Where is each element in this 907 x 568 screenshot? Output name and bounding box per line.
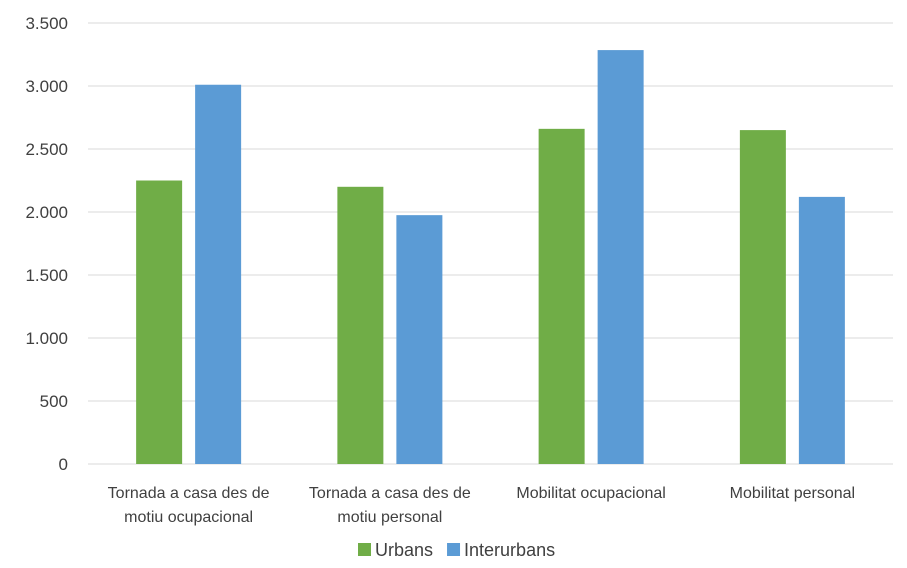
bar-interurbans-2 bbox=[597, 50, 644, 465]
x-category-label: motiu personal bbox=[337, 509, 442, 526]
bars bbox=[136, 50, 845, 465]
legend-label-urbans: Urbans bbox=[375, 540, 433, 560]
y-axis-ticks: 0 500 1.000 1.500 2.000 2.500 3.000 3.500 bbox=[25, 14, 68, 474]
x-axis-labels: Tornada a casa des de motiu ocupacional To… bbox=[108, 485, 855, 526]
y-tick-label: 1.000 bbox=[25, 329, 68, 348]
x-category-label: motiu ocupacional bbox=[124, 509, 253, 526]
y-tick-label: 0 bbox=[59, 455, 68, 474]
bar-urbans-1 bbox=[337, 186, 384, 465]
y-tick-label: 500 bbox=[40, 392, 68, 411]
legend-label-interurbans: Interurbans bbox=[464, 540, 555, 560]
y-tick-label: 1.500 bbox=[25, 266, 68, 285]
y-tick-label: 2.500 bbox=[25, 140, 68, 159]
y-tick-label: 2.000 bbox=[25, 203, 68, 222]
legend-swatch-urbans bbox=[358, 543, 371, 556]
y-tick-label: 3.500 bbox=[25, 14, 68, 33]
x-category-label: Tornada a casa des de bbox=[309, 485, 471, 502]
x-category-label: Tornada a casa des de bbox=[108, 485, 270, 502]
legend: Urbans Interurbans bbox=[358, 540, 555, 560]
legend-swatch-interurbans bbox=[447, 543, 461, 556]
bar-urbans-3 bbox=[739, 130, 786, 464]
bar-interurbans-0 bbox=[195, 84, 242, 465]
y-tick-label: 3.000 bbox=[25, 77, 68, 96]
bar-interurbans-1 bbox=[396, 215, 443, 464]
x-category-label: Mobilitat personal bbox=[730, 485, 855, 502]
bar-urbans-0 bbox=[136, 180, 183, 464]
x-category-label: Mobilitat ocupacional bbox=[516, 485, 665, 502]
bar-urbans-2 bbox=[538, 128, 585, 464]
bar-interurbans-3 bbox=[798, 196, 845, 464]
